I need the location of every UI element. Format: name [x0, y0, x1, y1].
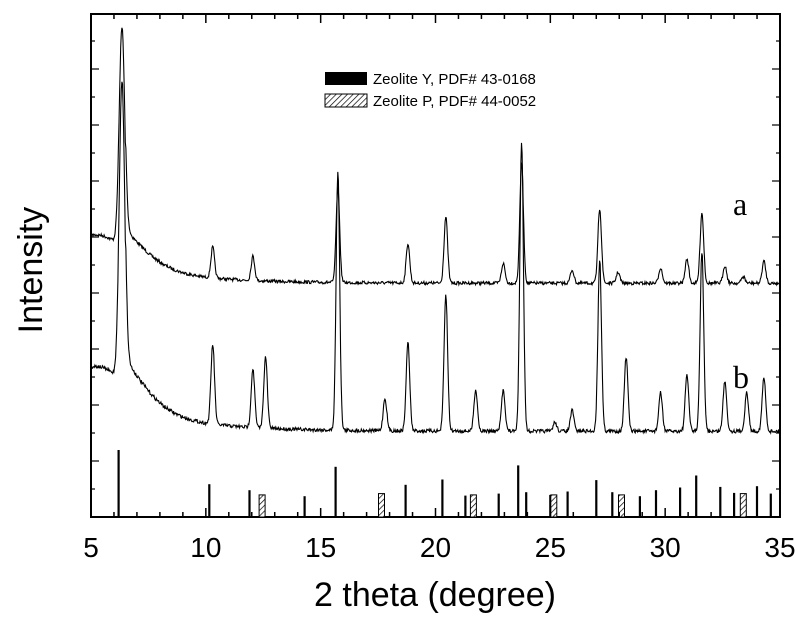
ref-bar-zeolite-y [733, 492, 736, 517]
ref-bar-zeolite-y [248, 490, 251, 517]
pattern-line-a [90, 27, 780, 287]
series-label-a: a [733, 186, 747, 222]
ref-bar-zeolite-y [611, 492, 614, 517]
x-tick-label: 5 [83, 532, 99, 563]
x-tick-label: 20 [420, 532, 451, 563]
legend: Zeolite Y, PDF# 43-0168 Zeolite P, PDF# … [324, 71, 536, 110]
ref-bar-zeolite-y [695, 475, 698, 517]
ref-bar-zeolite-p [550, 494, 558, 518]
ref-bar-zeolite-y [679, 487, 682, 517]
x-axis-label: 2 theta (degree) [314, 576, 556, 614]
legend-swatch-zeolite-y [325, 72, 367, 85]
ref-bar-zeolite-p [469, 494, 477, 518]
ref-bar-zeolite-p [618, 494, 625, 518]
ref-bar-zeolite-y [404, 484, 407, 517]
ref-bar-zeolite-y [117, 450, 120, 517]
ref-bar-zeolite-y [595, 480, 598, 517]
series-label-b: b [733, 359, 749, 395]
ref-bar-zeolite-y [334, 466, 337, 518]
reference-bars [117, 450, 772, 518]
ref-bar-zeolite-p [739, 493, 747, 518]
ref-bar-zeolite-y [517, 465, 520, 517]
pattern-lines [90, 27, 780, 435]
ref-bar-zeolite-y [566, 491, 569, 517]
x-tick-label: 10 [190, 532, 221, 563]
legend-swatch-zeolite-p [324, 93, 368, 108]
ref-bar-zeolite-p [378, 493, 385, 518]
ref-bar-zeolite-y [464, 495, 467, 517]
ref-bar-zeolite-y [441, 479, 444, 517]
pattern-line-b [90, 81, 780, 435]
ref-bar-zeolite-y [769, 493, 772, 517]
ref-bar-zeolite-y [208, 484, 211, 517]
legend-label-zeolite-y: Zeolite Y, PDF# 43-0168 [373, 71, 536, 88]
axis-ticks: 5 10 15 20 25 30 35 [83, 14, 795, 563]
ref-bar-zeolite-y [654, 490, 658, 517]
ref-bar-zeolite-y [497, 493, 500, 517]
ref-bar-zeolite-y [303, 496, 306, 517]
ref-bar-zeolite-y [638, 496, 641, 517]
x-tick-label: 15 [305, 532, 336, 563]
ref-bar-zeolite-y [719, 486, 722, 518]
ref-bar-zeolite-p [258, 494, 266, 518]
legend-label-zeolite-p: Zeolite P, PDF# 44-0052 [373, 93, 536, 110]
x-tick-label: 30 [650, 532, 681, 563]
y-axis-label: Intensity [12, 207, 50, 334]
x-tick-label: 35 [764, 532, 795, 563]
x-tick-label: 25 [535, 532, 566, 563]
ref-bar-zeolite-y [755, 486, 759, 517]
ref-bar-zeolite-y [525, 492, 528, 517]
plot-frame [90, 13, 781, 518]
